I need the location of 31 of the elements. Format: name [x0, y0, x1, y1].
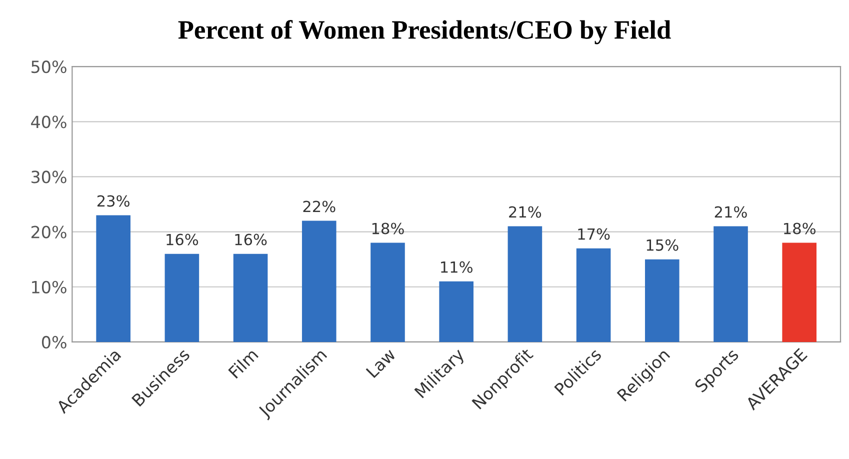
bar [782, 242, 816, 342]
bar [302, 220, 336, 342]
y-tick-label: 0% [42, 336, 66, 349]
data-label: 11% [441, 261, 472, 273]
y-tick-label: 40% [31, 116, 66, 128]
data-label: 16% [166, 234, 198, 246]
y-tick-label: 30% [32, 170, 66, 184]
data-label: 21% [509, 206, 542, 218]
x-tick-label: Film [228, 348, 258, 379]
data-label: 16% [235, 234, 267, 246]
data-label: 18% [784, 222, 816, 234]
bar [370, 242, 405, 342]
data-label: 18% [372, 222, 404, 234]
data-label: 22% [303, 200, 336, 212]
chart-title: Percent of Women Presidents/CEO by Field [178, 20, 671, 44]
data-label: 23% [97, 195, 130, 207]
bar [233, 254, 268, 342]
bar [439, 281, 474, 342]
bar [508, 226, 542, 342]
y-tick-label: 10% [32, 280, 66, 294]
bar [96, 215, 130, 342]
y-tick-label: 50% [32, 60, 66, 74]
bar [164, 254, 200, 342]
data-label: 21% [714, 206, 747, 218]
bar [644, 259, 680, 342]
y-tick-label: 20% [31, 226, 66, 238]
x-tick-label: Law [366, 348, 396, 378]
data-label: 17% [578, 228, 610, 240]
bar [576, 248, 611, 342]
data-label: 15% [646, 239, 678, 251]
bar [714, 226, 748, 342]
